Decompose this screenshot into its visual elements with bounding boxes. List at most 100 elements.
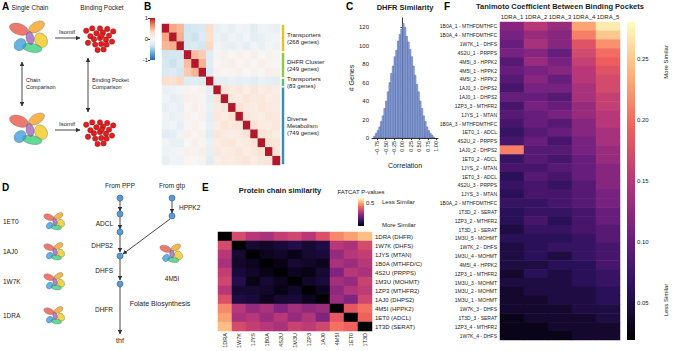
svg-text:Comparison: Comparison <box>26 84 56 90</box>
svg-text:FATCAT P-values: FATCAT P-values <box>337 189 384 195</box>
svg-text:4M5I_1 - HPPK2: 4M5I_1 - HPPK2 <box>459 68 497 74</box>
svg-text:1ZP3 (MTHFR2): 1ZP3 (MTHFR2) <box>375 288 419 294</box>
svg-text:0.10: 0.10 <box>637 239 649 245</box>
svg-text:A: A <box>2 1 9 12</box>
svg-text:4S2U: 4S2U <box>278 333 284 347</box>
svg-text:1DRA: 1DRA <box>3 312 21 319</box>
svg-text:D: D <box>2 182 9 193</box>
svg-text:1AJ0 (DHPS2): 1AJ0 (DHPS2) <box>375 297 414 303</box>
svg-text:1T3D_3 - SERAT: 1T3D_3 - SERAT <box>458 315 497 321</box>
svg-text:1AJ0_1 - DHPS2: 1AJ0_1 - DHPS2 <box>459 94 497 100</box>
svg-text:1DRA_2: 1DRA_2 <box>525 14 548 20</box>
svg-text:0.75: 0.75 <box>425 141 431 152</box>
svg-text:4S2U_1 - PRPPS: 4S2U_1 - PRPPS <box>458 50 498 56</box>
svg-text:0.20: 0.20 <box>637 117 649 123</box>
svg-text:1T3D_1 - SERAT: 1T3D_1 - SERAT <box>458 227 497 233</box>
svg-text:thf: thf <box>116 337 124 344</box>
svg-text:4S2U (PRPPS): 4S2U (PRPPS) <box>375 270 416 276</box>
svg-text:HPPK2: HPPK2 <box>179 204 201 211</box>
svg-text:1M3U_1 - MOHMT: 1M3U_1 - MOHMT <box>455 297 497 303</box>
svg-text:0.25: 0.25 <box>408 141 414 152</box>
svg-text:1ZP3: 1ZP3 <box>306 333 312 346</box>
svg-text:60: 60 <box>362 80 369 86</box>
svg-text:Tanimoto Coefficient Between B: Tanimoto Coefficient Between Binding Poc… <box>476 2 644 11</box>
svg-text:Correlation: Correlation <box>388 162 422 169</box>
svg-text:1ET0_2 - ADCL: 1ET0_2 - ADCL <box>462 156 497 162</box>
svg-text:100: 100 <box>359 43 370 49</box>
svg-text:Metabolism: Metabolism <box>287 123 318 129</box>
svg-text:1B0A_4 - MTHFDMTHFC: 1B0A_4 - MTHFDMTHFC <box>440 32 498 38</box>
svg-text:Transporters: Transporters <box>287 32 321 38</box>
svg-text:DHPS2: DHPS2 <box>91 242 113 249</box>
svg-text:Less Similar: Less Similar <box>663 284 669 317</box>
svg-text:From PPP: From PPP <box>105 182 135 189</box>
svg-text:1W7K (DHFS): 1W7K (DHFS) <box>375 243 413 249</box>
svg-text:1JYS_3 - MTAN: 1JYS_3 - MTAN <box>461 191 497 197</box>
svg-text:(83 genes): (83 genes) <box>287 83 316 89</box>
svg-text:1W7K: 1W7K <box>3 278 21 285</box>
svg-text:DHFR: DHFR <box>95 306 113 313</box>
svg-text:1ZP3_1 - MTHFR2: 1ZP3_1 - MTHFR2 <box>455 271 497 277</box>
svg-text:1M3U_5 - MOHMT: 1M3U_5 - MOHMT <box>455 235 497 241</box>
svg-text:1.00: 1.00 <box>433 141 439 152</box>
svg-text:1B0A_1 - MTHFDMTHFC: 1B0A_1 - MTHFDMTHFC <box>440 23 498 29</box>
svg-text:1M3U_4 - MOHMT: 1M3U_4 - MOHMT <box>455 253 497 259</box>
svg-text:−0.50: −0.50 <box>383 141 389 155</box>
svg-text:1ET0_3 - ADCL: 1ET0_3 - ADCL <box>462 174 497 180</box>
svg-text:1DRA_4: 1DRA_4 <box>573 14 596 20</box>
svg-text:1M3U: 1M3U <box>292 333 298 348</box>
svg-text:1M3U (MOHMT): 1M3U (MOHMT) <box>375 279 419 285</box>
svg-text:80: 80 <box>362 61 369 67</box>
svg-text:1ZP3_3 - MTHFR2: 1ZP3_3 - MTHFR2 <box>455 103 497 109</box>
svg-text:1DRA: 1DRA <box>222 333 228 348</box>
svg-text:1T3D_2 - SERAT: 1T3D_2 - SERAT <box>458 209 497 215</box>
svg-text:1M3U_2 - MOHMT: 1M3U_2 - MOHMT <box>455 288 497 294</box>
svg-text:ADCL: ADCL <box>96 220 114 227</box>
svg-text:Protein chain similarity: Protein chain similarity <box>239 186 322 195</box>
svg-text:0.25: 0.25 <box>637 56 649 62</box>
svg-text:1DRA_5: 1DRA_5 <box>597 14 620 20</box>
svg-text:E: E <box>202 182 209 193</box>
svg-text:4M5I: 4M5I <box>334 333 340 346</box>
svg-text:Binding Pocket: Binding Pocket <box>92 77 129 83</box>
svg-text:0.15: 0.15 <box>637 178 649 184</box>
svg-text:Folate Biosynthesis: Folate Biosynthesis <box>130 300 191 308</box>
svg-text:Binding Pocket: Binding Pocket <box>80 4 124 12</box>
svg-text:0.5: 0.5 <box>366 200 375 206</box>
svg-text:1JYS_1 - MTAN: 1JYS_1 - MTAN <box>461 112 497 118</box>
svg-text:1AJ0: 1AJ0 <box>320 333 326 346</box>
svg-text:Isomif: Isomif <box>59 29 75 35</box>
svg-text:1B0A: 1B0A <box>264 333 270 347</box>
svg-text:# Genes: # Genes <box>348 64 355 91</box>
svg-text:1B0A_3 - MTHFDMTHFC: 1B0A_3 - MTHFDMTHFC <box>440 121 498 127</box>
svg-text:0.50: 0.50 <box>416 141 422 152</box>
svg-text:1B0A (MTHFD/C): 1B0A (MTHFD/C) <box>375 261 422 267</box>
svg-text:1W7K_4 - DHFS: 1W7K_4 - DHFS <box>460 333 498 339</box>
svg-text:B: B <box>144 1 151 12</box>
svg-text:1W7K_1 - DHFS: 1W7K_1 - DHFS <box>460 41 498 47</box>
svg-text:(249 genes): (249 genes) <box>287 66 319 72</box>
svg-text:1W7K: 1W7K <box>236 333 242 348</box>
svg-text:4S2U_3 - PRPPS: 4S2U_3 - PRPPS <box>458 182 498 188</box>
svg-text:1DRA_3: 1DRA_3 <box>549 14 572 20</box>
svg-text:20: 20 <box>362 117 369 123</box>
svg-text:DHFR Cluster: DHFR Cluster <box>287 59 324 65</box>
svg-text:1JYS (MTAN): 1JYS (MTAN) <box>375 252 412 258</box>
svg-text:(749 genes): (749 genes) <box>287 130 319 136</box>
svg-text:More Similar: More Similar <box>663 45 669 79</box>
svg-text:DHFR Similarity: DHFR Similarity <box>377 3 435 12</box>
svg-text:0: 0 <box>366 135 370 141</box>
svg-text:1W7K_3 - DHFS: 1W7K_3 - DHFS <box>460 306 498 312</box>
svg-text:1JYS_2 - MTAN: 1JYS_2 - MTAN <box>461 165 497 171</box>
svg-text:0: 0 <box>145 36 149 42</box>
svg-text:120: 120 <box>359 24 370 30</box>
svg-text:1B0A_2 - MTHFDMTHFC: 1B0A_2 - MTHFDMTHFC <box>440 200 498 206</box>
svg-text:1AJ0: 1AJ0 <box>3 248 18 255</box>
svg-text:Less Similar: Less Similar <box>382 199 415 205</box>
svg-text:From gtp: From gtp <box>159 182 185 190</box>
svg-text:F: F <box>444 1 450 12</box>
svg-text:4M5I_2 - HPPK2: 4M5I_2 - HPPK2 <box>459 76 497 82</box>
svg-text:1W7K_2 - DHFS: 1W7K_2 - DHFS <box>460 244 498 250</box>
svg-text:1ET0 (ADCL): 1ET0 (ADCL) <box>375 315 411 321</box>
svg-text:1ZP3_2 - MTHFR2: 1ZP3_2 - MTHFR2 <box>455 218 497 224</box>
